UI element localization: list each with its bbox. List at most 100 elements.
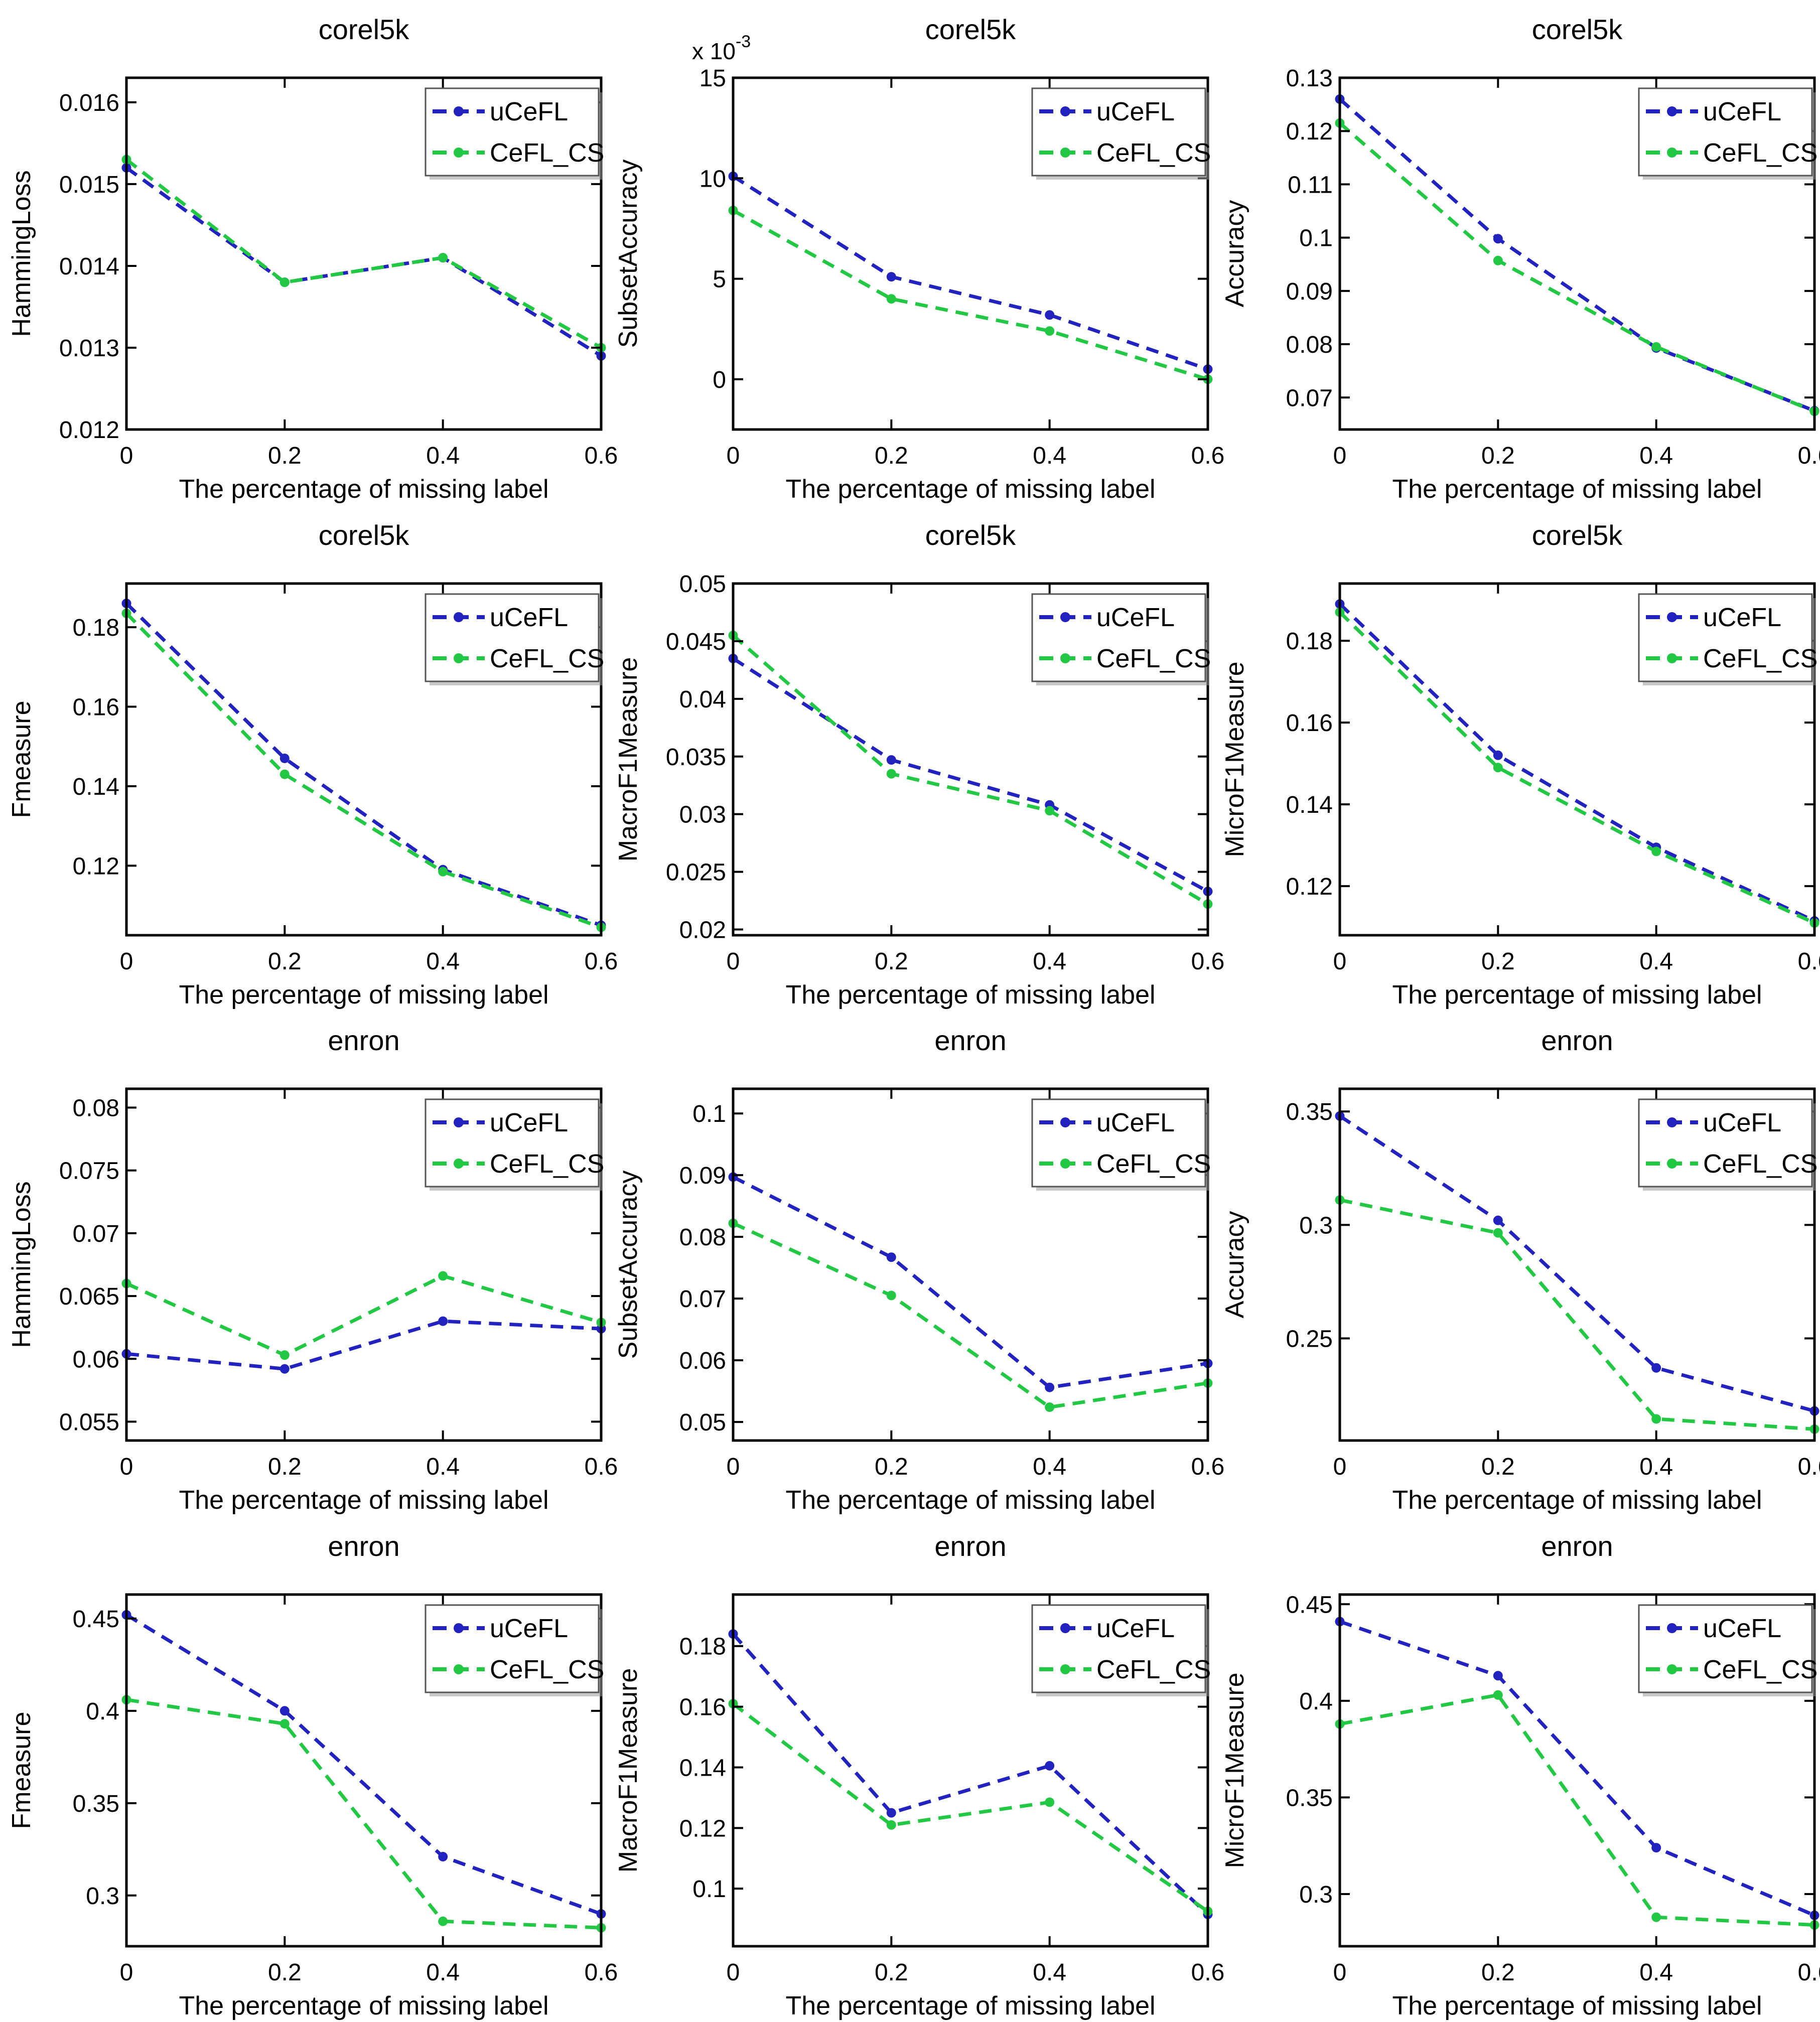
- data-point-uCeFL: [1045, 1761, 1055, 1771]
- data-point-uCeFL: [1045, 310, 1055, 320]
- x-tick-label: 0: [120, 948, 133, 975]
- legend-label-uCeFL: uCeFL: [1703, 97, 1781, 126]
- y-tick-label: 0.12: [679, 1815, 726, 1842]
- legend-box: [425, 1098, 600, 1188]
- y-tick-label: 0.16: [73, 694, 119, 720]
- y-tick-label: 0: [713, 367, 726, 393]
- x-axis-label: The percentage of missing label: [785, 1991, 1155, 2020]
- data-point-uCeFL: [279, 753, 290, 763]
- x-tick-label: 0.2: [875, 443, 908, 469]
- legend-box: [425, 1604, 600, 1693]
- data-point-CeFL_CS: [1045, 326, 1055, 336]
- y-tick-label: 0.06: [73, 1346, 119, 1373]
- legend-marker-CeFL_CS: [1667, 653, 1677, 663]
- data-point-CeFL_CS: [886, 1290, 896, 1301]
- data-point-uCeFL: [886, 755, 896, 765]
- y-tick-label: 15: [699, 65, 726, 92]
- x-tick-label: 0.2: [268, 1959, 302, 1986]
- data-line-CeFL_CS: [125, 158, 602, 350]
- plot-title: corel5k: [925, 14, 1017, 45]
- axis-box: [125, 76, 603, 431]
- legend-marker-uCeFL: [454, 1117, 464, 1127]
- data-line-uCeFL: [1338, 97, 1815, 413]
- y-tick-label: 0.075: [59, 1158, 119, 1185]
- data-line-CeFL_CS: [732, 209, 1209, 381]
- data-line-CeFL_CS: [1339, 1692, 1815, 1927]
- subplot-enron-Fmeasure: enron 0.3 0.35 0.4 0.45 0 0.2 0.4 0.6 The percent…: [7, 1530, 618, 2020]
- x-axis-label: The percentage of missing label: [785, 475, 1155, 504]
- data-line-uCeFL: [126, 1319, 602, 1371]
- y-axis-label: Accuracy: [1220, 1211, 1249, 1319]
- data-line-CeFL_CS: [1338, 611, 1815, 925]
- x-axis-label: The percentage of missing label: [179, 475, 548, 504]
- y-tick-label: 10: [699, 166, 726, 192]
- y-tick-label: 0.09: [1286, 278, 1333, 305]
- x-tick-label: 0: [1333, 443, 1347, 469]
- x-axis-label: The percentage of missing label: [179, 1991, 548, 2020]
- y-tick-label: 0.1: [692, 1101, 726, 1127]
- y-tick-label: 0.12: [1286, 874, 1333, 900]
- y-tick-label: 0.13: [1286, 65, 1333, 92]
- y-tick-label: 0.02: [679, 917, 726, 943]
- x-tick-label: 0: [120, 1959, 133, 1986]
- y-tick-label: 0.07: [679, 1286, 726, 1313]
- axis-box: [732, 76, 1209, 431]
- axis-box: [125, 582, 603, 936]
- subplot-enron-HammingLoss: enron 0.055 0.06 0.065 0.07 0.075 0.08 0 0.2 0.4 0…: [7, 1025, 618, 1515]
- legend-label-uCeFL: uCeFL: [1703, 1108, 1781, 1137]
- legend-label-CeFL_CS: CeFL_CS: [1096, 1149, 1211, 1179]
- y-tick-label: 5: [713, 266, 726, 293]
- data-line-CeFL_CS: [126, 1697, 602, 1930]
- data-point-uCeFL: [279, 1705, 290, 1715]
- legend-label-CeFL_CS: CeFL_CS: [1096, 644, 1211, 673]
- x-tick-label: 0.2: [1481, 1959, 1515, 1986]
- y-tick-label: 0.08: [73, 1095, 119, 1122]
- data-line-CeFL_CS: [125, 612, 602, 929]
- legend-marker-uCeFL: [1060, 1117, 1070, 1127]
- legend-marker-CeFL_CS: [1060, 1159, 1070, 1169]
- y-tick-label: 0.014: [59, 253, 119, 280]
- plot-title: enron: [934, 1530, 1006, 1562]
- y-tick-label: 0.14: [73, 773, 119, 800]
- subplot-enron-MacroF1Measure: enron 0.1 0.12 0.14 0.16 0.18 0 0.2 0.4 0.6 The pe…: [614, 1530, 1224, 2020]
- data-point-CeFL_CS: [1651, 1912, 1661, 1922]
- data-point-CeFL_CS: [438, 1271, 448, 1281]
- y-axis-label: Accuracy: [1220, 200, 1249, 308]
- x-tick-label: 0.2: [268, 1454, 302, 1480]
- data-line-CeFL_CS: [1339, 1198, 1815, 1431]
- y-tick-label: 0.3: [1299, 1882, 1333, 1908]
- y-tick-label: 0.015: [59, 172, 119, 198]
- y-axis-label: MacroF1Measure: [614, 657, 643, 861]
- y-tick-label: 0.35: [1286, 1785, 1333, 1811]
- x-tick-label: 0: [1333, 1959, 1347, 1986]
- subplot-corel5k-MacroF1Measure: corel5k 0.02 0.025 0.03 0.035 0.04 0.045 0.05 0 0…: [614, 519, 1224, 1009]
- y-tick-label: 0.016: [59, 90, 119, 116]
- x-tick-label: 0.2: [1481, 443, 1515, 469]
- data-point-CeFL_CS: [1651, 342, 1661, 352]
- axis-box: [125, 1593, 603, 1947]
- data-point-CeFL_CS: [279, 769, 290, 779]
- x-tick-label: 0.4: [1033, 948, 1066, 975]
- y-tick-label: 0.35: [73, 1790, 119, 1817]
- legend-marker-CeFL_CS: [454, 1159, 464, 1169]
- data-point-uCeFL: [1045, 1382, 1055, 1392]
- y-tick-label: 0.035: [666, 744, 726, 770]
- axis-box: [125, 1087, 603, 1442]
- legend-label-CeFL_CS: CeFL_CS: [490, 138, 604, 168]
- y-tick-label: 0.05: [679, 1409, 726, 1436]
- data-line-CeFL_CS: [125, 1274, 602, 1357]
- data-line-uCeFL: [125, 602, 602, 927]
- data-point-CeFL_CS: [1045, 805, 1055, 815]
- subplot-corel5k-SubsetAccuracy: corel5k x 10-3 0 5 10 15 0 0.2 0.4 0.6 The percent…: [614, 14, 1224, 504]
- y-tick-label: 0.35: [1286, 1099, 1333, 1125]
- legend-marker-uCeFL: [1667, 612, 1677, 622]
- data-point-CeFL_CS: [886, 769, 896, 779]
- x-axis-label: The percentage of missing label: [179, 1486, 548, 1515]
- subplot-corel5k-Fmeasure: corel5k 0.12 0.14 0.16 0.18 0 0.2 0.4 0.6 The per…: [7, 519, 618, 1009]
- plot-title: corel5k: [925, 519, 1017, 551]
- y-tick-label: 0.055: [59, 1409, 119, 1435]
- data-line-CeFL_CS: [732, 1221, 1208, 1409]
- x-tick-label: 0.2: [875, 1959, 908, 1986]
- y-tick-label: 0.045: [666, 628, 726, 655]
- x-tick-label: 0.4: [1639, 443, 1673, 469]
